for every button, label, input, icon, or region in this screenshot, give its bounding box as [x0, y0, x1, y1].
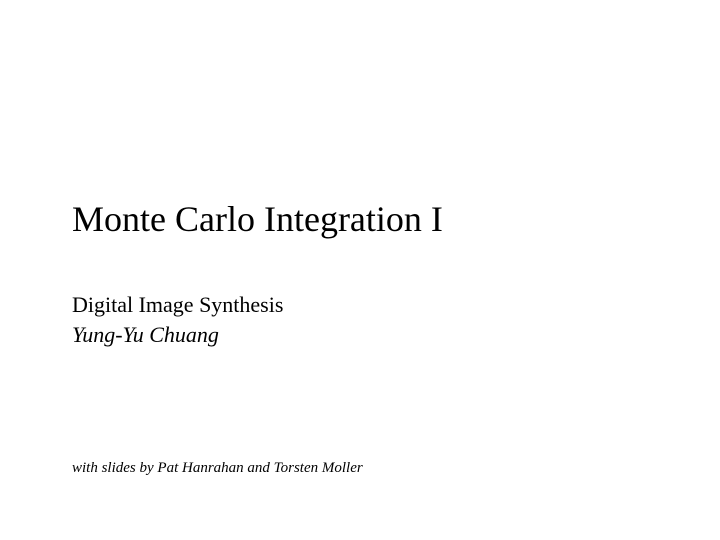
slide-subtitle: Digital Image Synthesis: [72, 290, 283, 320]
slide-title: Monte Carlo Integration I: [72, 198, 443, 240]
slide-container: Monte Carlo Integration I Digital Image …: [0, 0, 720, 540]
slide-credits: with slides by Pat Hanrahan and Torsten …: [72, 460, 363, 477]
subtitle-group: Digital Image Synthesis Yung-Yu Chuang: [72, 290, 283, 349]
slide-author: Yung-Yu Chuang: [72, 320, 283, 350]
